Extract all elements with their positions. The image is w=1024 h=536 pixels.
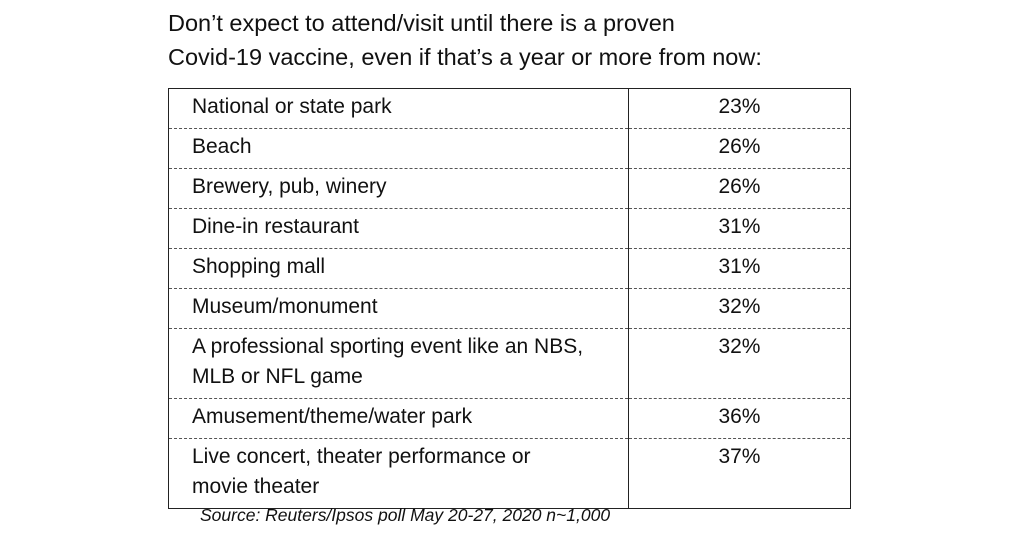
row-label-line: movie theater [192,475,320,498]
table-row: Dine-in restaurant 31% [168,208,852,249]
row-label-line: Live concert, theater performance or [192,445,531,468]
chart-title-line-2: Covid-19 vaccine, even if that’s a year … [168,44,762,70]
row-label-line: A professional sporting event like an NB… [192,335,584,358]
row-label: Live concert, theater performance or movi… [168,438,629,509]
table-row: Brewery, pub, winery 26% [168,168,852,209]
row-value: 36% [627,398,852,439]
row-label: Dine-in restaurant [168,208,629,249]
table-row: Live concert, theater performance or movi… [168,438,852,509]
table-row: Beach 26% [168,128,852,169]
row-label: Brewery, pub, winery [168,168,629,209]
row-value: 31% [627,208,852,249]
table-row: Amusement/theme/water park 36% [168,398,852,439]
chart-title-line-1: Don’t expect to attend/visit until there… [168,10,675,36]
row-label: National or state park [168,88,629,129]
data-table-body: National or state park 23% Beach 26% Brewery… [168,88,852,509]
row-value: 23% [627,88,852,129]
source-note: Source: Reuters/Ipsos poll May 20-27, 20… [200,505,611,525]
table-row: Museum/monument 32% [168,288,852,329]
row-label: Beach [168,128,629,169]
row-label: Amusement/theme/water park [168,398,629,439]
row-label: Museum/monument [168,288,629,329]
row-value: 31% [627,248,852,289]
row-label: Shopping mall [168,248,629,289]
row-value: 32% [627,288,852,329]
chart-title: Don’t expect to attend/visit until there… [168,6,968,74]
table-row: National or state park 23% [168,88,852,129]
data-table: National or state park 23% Beach 26% Brewery… [168,88,852,509]
row-value: 26% [627,128,852,169]
row-value: 26% [627,168,852,209]
row-label: A professional sporting event like an NB… [168,328,629,399]
row-value: 37% [627,438,852,509]
row-label-line: MLB or NFL game [192,365,363,388]
table-row: A professional sporting event like an NB… [168,328,852,399]
table-row: Shopping mall 31% [168,248,852,289]
row-value: 32% [627,328,852,399]
